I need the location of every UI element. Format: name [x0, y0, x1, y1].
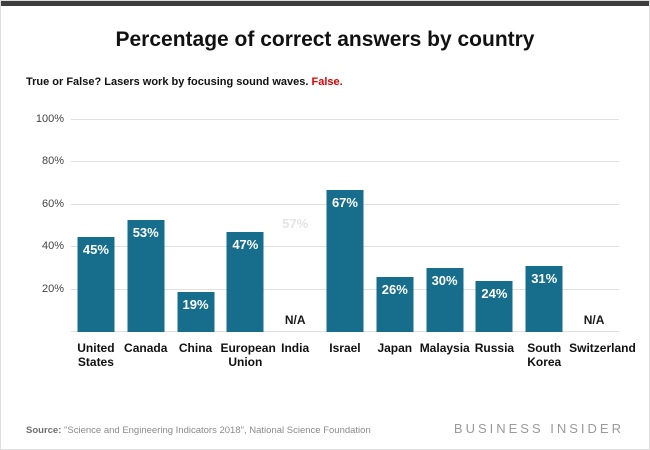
bar-region: N/A 57% [270, 120, 320, 332]
gridline-100: 100% [36, 113, 619, 125]
bar-japan: 26% [376, 276, 414, 332]
bar-region: 19% [171, 120, 221, 332]
gridline-80: 80% [42, 155, 619, 167]
y-tick-label: 80% [41, 155, 64, 168]
y-tick-label: 40% [41, 240, 64, 253]
bar-canada: 53% [127, 219, 165, 332]
bar-column-united-states: 45% United States [71, 120, 121, 370]
footer: Source: "Science and Engineering Indicat… [26, 421, 624, 436]
bar-column-japan: 26% Japan [370, 120, 420, 355]
bar-region: 24% [470, 120, 520, 332]
category-label: United States [77, 341, 115, 370]
bar-israel: 67% [326, 189, 364, 332]
category-label: Japan [377, 341, 413, 355]
ghost-bar: 57% [277, 211, 314, 332]
category-label: Russia [474, 341, 515, 355]
value-label: 24% [481, 286, 508, 302]
bar-column-european-union: 47% European Union [220, 120, 276, 370]
bar-column-russia: 24% Russia [470, 120, 520, 355]
bar-columns: 45% United States 53% Canada 19% China 47% Euro… [71, 120, 636, 370]
bar-column-china: 19% China [171, 120, 221, 355]
value-label: 31% [531, 271, 558, 287]
ghost-value-label: 57% [282, 216, 309, 232]
value-label: 45% [82, 241, 109, 257]
bar-region: 67% [320, 120, 370, 332]
source-note: Source: "Science and Engineering Indicat… [26, 425, 371, 436]
bar-column-malaysia: 30% Malaysia [420, 120, 470, 355]
category-label: India [281, 341, 310, 355]
bar-china: 19% [177, 291, 215, 332]
subtitle-question: True or False? Lasers work by focusing s… [26, 76, 309, 88]
value-label: 53% [132, 224, 159, 240]
value-label: 26% [381, 281, 408, 297]
value-label: 47% [232, 237, 259, 253]
bar-column-south-korea: 31% South Korea [519, 120, 569, 370]
bar-column-switzerland: N/A Switzerland [569, 120, 636, 355]
bar-region: N/A [569, 120, 619, 332]
bar-region: 31% [519, 120, 569, 332]
y-tick-label: 20% [41, 282, 64, 295]
brand-logo: BUSINESS INSIDER [453, 421, 624, 436]
source-text: "Science and Engineering Indicators 2018… [64, 425, 371, 436]
chart-title: Percentage of correct answers by country [115, 28, 535, 51]
category-label: Israel [329, 341, 361, 355]
category-label: Malaysia [419, 341, 470, 355]
bar-european-union: 47% [226, 232, 264, 332]
bar-region: 30% [420, 120, 470, 332]
category-label: Canada [124, 341, 168, 355]
bar-region: 47% [220, 120, 270, 332]
y-tick-label: 60% [41, 197, 64, 210]
na-label: N/A [583, 313, 605, 327]
value-label: 19% [182, 296, 209, 312]
value-label: 67% [331, 194, 358, 210]
value-label: 30% [431, 273, 458, 289]
bar-united-states: 45% [77, 236, 115, 332]
bar-malaysia: 30% [426, 268, 464, 332]
bar-region: 53% [121, 120, 171, 332]
subtitle-answer: False. [311, 76, 343, 88]
plot-area: 20% 40% 60% 80% 100% 45% United States 53% Cana… [36, 113, 636, 370]
bar-column-india: N/A 57% India [270, 120, 320, 355]
category-label: European Union [220, 341, 276, 370]
y-tick-label: 100% [35, 113, 64, 125]
bar-column-canada: 53% Canada [121, 120, 171, 355]
bar-russia: 24% [475, 281, 513, 332]
chart-subtitle: True or False? Lasers work by focusing s… [26, 76, 624, 88]
na-label: N/A [284, 313, 306, 327]
chart-card: Percentage of correct answers by country… [1, 28, 649, 370]
bar-column-israel: 67% Israel [320, 120, 370, 355]
bar-south-korea: 31% [525, 266, 563, 332]
category-label: South Korea [527, 341, 562, 370]
category-label: Switzerland [569, 341, 636, 355]
source-label: Source: [26, 425, 62, 436]
category-label: China [178, 341, 213, 355]
bar-region: 45% [71, 120, 121, 332]
bar-region: 26% [370, 120, 420, 332]
top-border-strip [1, 1, 649, 6]
